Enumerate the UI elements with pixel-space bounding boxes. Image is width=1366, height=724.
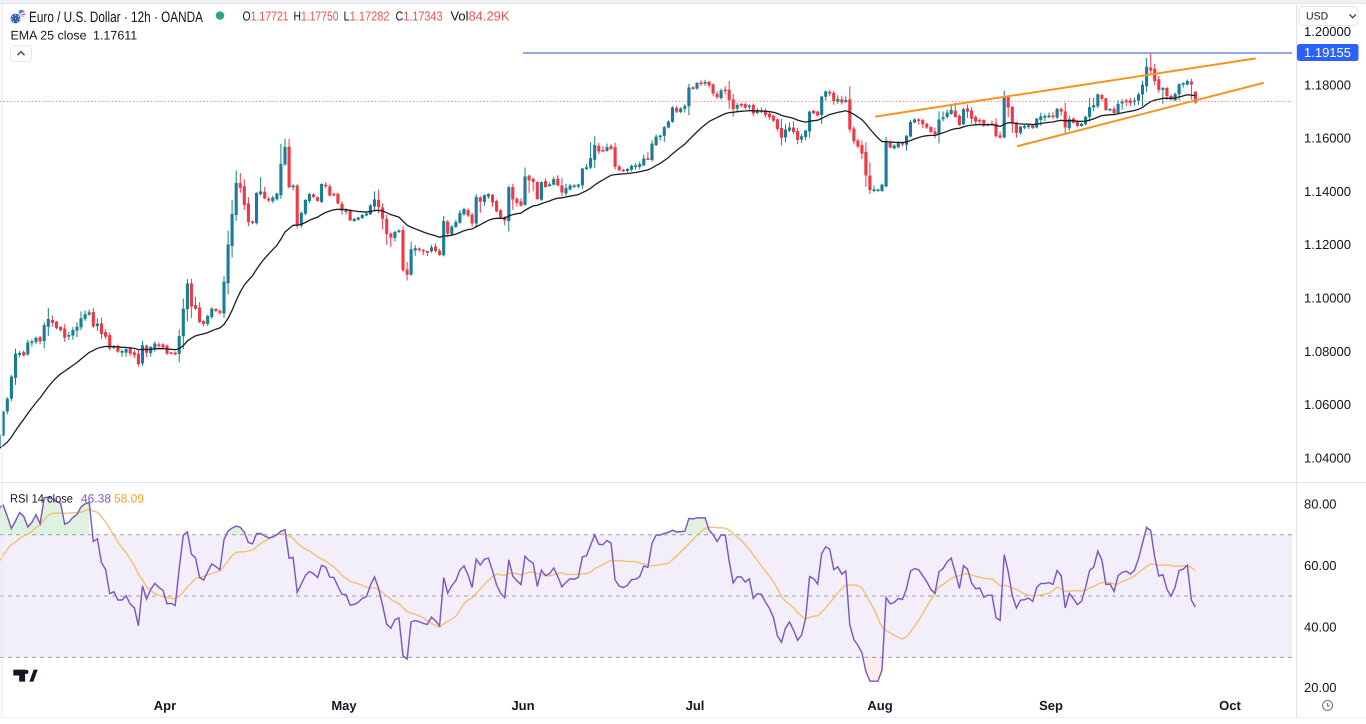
svg-text:C1.17343: C1.17343 bbox=[396, 9, 443, 24]
svg-text:58.09: 58.09 bbox=[114, 492, 144, 506]
svg-text:1.04000: 1.04000 bbox=[1304, 450, 1351, 465]
svg-text:1.08000: 1.08000 bbox=[1304, 344, 1351, 359]
svg-text:Apr: Apr bbox=[154, 698, 176, 713]
svg-text:1.12000: 1.12000 bbox=[1304, 237, 1351, 252]
svg-text:60.00: 60.00 bbox=[1304, 558, 1337, 573]
svg-text:L1.17282: L1.17282 bbox=[344, 9, 390, 24]
svg-text:1.10000: 1.10000 bbox=[1304, 291, 1351, 306]
svg-text:USD: USD bbox=[1306, 11, 1329, 23]
svg-text:1.19155: 1.19155 bbox=[1304, 45, 1351, 60]
svg-text:Jul: Jul bbox=[686, 698, 705, 713]
svg-text:80.00: 80.00 bbox=[1304, 497, 1337, 512]
svg-text:Jun: Jun bbox=[511, 698, 534, 713]
svg-text:40.00: 40.00 bbox=[1304, 619, 1337, 634]
svg-text:Vol84.29K: Vol84.29K bbox=[451, 9, 510, 24]
svg-text:Oct: Oct bbox=[1219, 698, 1241, 713]
svg-text:1.06000: 1.06000 bbox=[1304, 397, 1351, 412]
svg-text:RSI 14 close: RSI 14 close bbox=[10, 492, 73, 506]
svg-text:EMA 25 close: EMA 25 close bbox=[11, 29, 87, 43]
svg-text:1.17611: 1.17611 bbox=[93, 29, 137, 43]
svg-text:O1.17721: O1.17721 bbox=[243, 9, 289, 24]
svg-text:May: May bbox=[331, 698, 357, 713]
svg-text:H1.17750: H1.17750 bbox=[294, 9, 339, 24]
svg-text:1.20000: 1.20000 bbox=[1304, 24, 1351, 39]
svg-text:1.16000: 1.16000 bbox=[1304, 131, 1351, 146]
svg-text:46.38: 46.38 bbox=[81, 492, 111, 506]
svg-text:1.18000: 1.18000 bbox=[1304, 77, 1351, 92]
svg-text:20.00: 20.00 bbox=[1304, 680, 1337, 695]
svg-text:Sep: Sep bbox=[1039, 698, 1063, 713]
svg-text:Euro / U.S. Dollar · 12h · OAN: Euro / U.S. Dollar · 12h · OANDA bbox=[29, 9, 203, 26]
svg-text:Aug: Aug bbox=[867, 698, 892, 713]
svg-text:1.14000: 1.14000 bbox=[1304, 184, 1351, 199]
